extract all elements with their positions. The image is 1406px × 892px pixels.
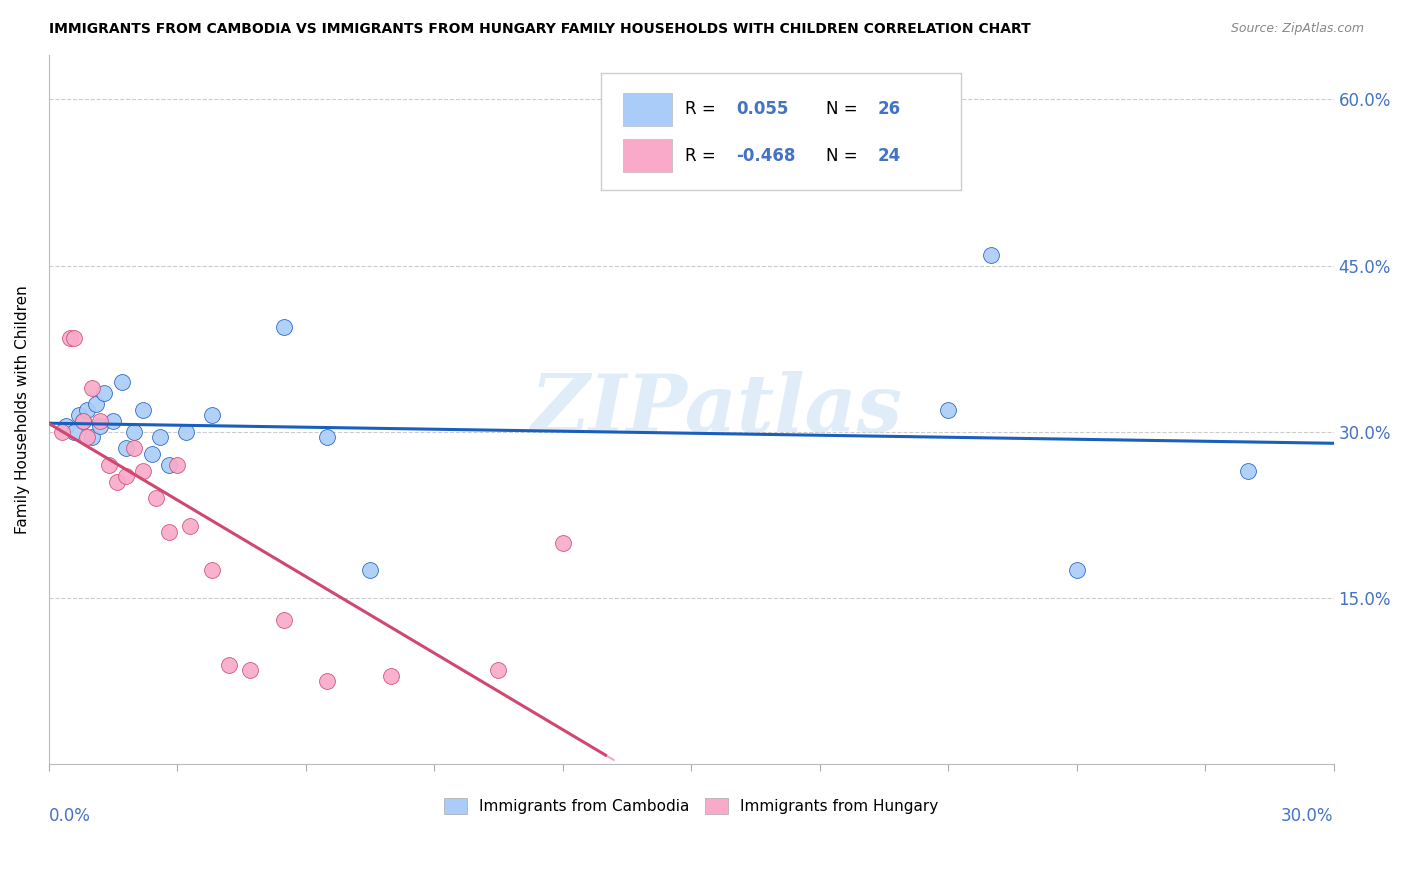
Legend: Immigrants from Cambodia, Immigrants from Hungary: Immigrants from Cambodia, Immigrants fro… <box>439 792 945 821</box>
Text: R =: R = <box>685 146 716 164</box>
Point <box>488 663 510 677</box>
Point <box>174 425 197 439</box>
Point <box>1237 464 1260 478</box>
Point <box>67 409 90 423</box>
Point <box>936 402 959 417</box>
Point <box>145 491 167 506</box>
Point <box>63 331 86 345</box>
Point <box>80 430 103 444</box>
Point <box>76 430 98 444</box>
Point <box>1066 563 1088 577</box>
Point <box>84 397 107 411</box>
Text: 0.055: 0.055 <box>737 101 789 119</box>
Text: Source: ZipAtlas.com: Source: ZipAtlas.com <box>1230 22 1364 36</box>
Point <box>359 563 381 577</box>
Point <box>97 458 120 472</box>
Text: N =: N = <box>827 146 858 164</box>
Point <box>115 469 138 483</box>
Point <box>80 380 103 394</box>
Text: R =: R = <box>685 101 716 119</box>
Text: ZIPatlas: ZIPatlas <box>531 371 903 449</box>
Point <box>218 657 240 672</box>
Point <box>93 386 115 401</box>
Point <box>132 402 155 417</box>
Point <box>105 475 128 489</box>
Point <box>76 402 98 417</box>
Point <box>72 414 94 428</box>
Point <box>89 419 111 434</box>
Text: 30.0%: 30.0% <box>1281 807 1334 825</box>
Text: 24: 24 <box>877 146 901 164</box>
Point <box>200 409 222 423</box>
Point <box>124 442 146 456</box>
Point <box>316 674 339 689</box>
Point <box>72 414 94 428</box>
Point <box>63 425 86 439</box>
Point <box>316 430 339 444</box>
Point <box>157 524 180 539</box>
Point <box>101 414 124 428</box>
Point <box>380 668 402 682</box>
Point <box>59 331 82 345</box>
FancyBboxPatch shape <box>623 93 672 126</box>
Point <box>239 663 262 677</box>
Point <box>551 535 574 549</box>
Point <box>273 613 295 627</box>
Point <box>273 319 295 334</box>
Point <box>132 464 155 478</box>
Point <box>157 458 180 472</box>
Point <box>55 419 77 434</box>
Point <box>51 425 73 439</box>
Text: -0.468: -0.468 <box>737 146 796 164</box>
Point <box>141 447 163 461</box>
Point <box>980 247 1002 261</box>
Point <box>149 430 172 444</box>
Point <box>124 425 146 439</box>
FancyBboxPatch shape <box>623 139 672 172</box>
Text: 0.0%: 0.0% <box>49 807 90 825</box>
Text: N =: N = <box>827 101 858 119</box>
Text: 26: 26 <box>877 101 901 119</box>
Point <box>179 519 201 533</box>
Point <box>115 442 138 456</box>
Point <box>89 414 111 428</box>
Point <box>110 375 132 389</box>
Point <box>200 563 222 577</box>
FancyBboxPatch shape <box>602 73 962 190</box>
Point <box>166 458 188 472</box>
Y-axis label: Family Households with Children: Family Households with Children <box>15 285 30 534</box>
Text: IMMIGRANTS FROM CAMBODIA VS IMMIGRANTS FROM HUNGARY FAMILY HOUSEHOLDS WITH CHILD: IMMIGRANTS FROM CAMBODIA VS IMMIGRANTS F… <box>49 22 1031 37</box>
